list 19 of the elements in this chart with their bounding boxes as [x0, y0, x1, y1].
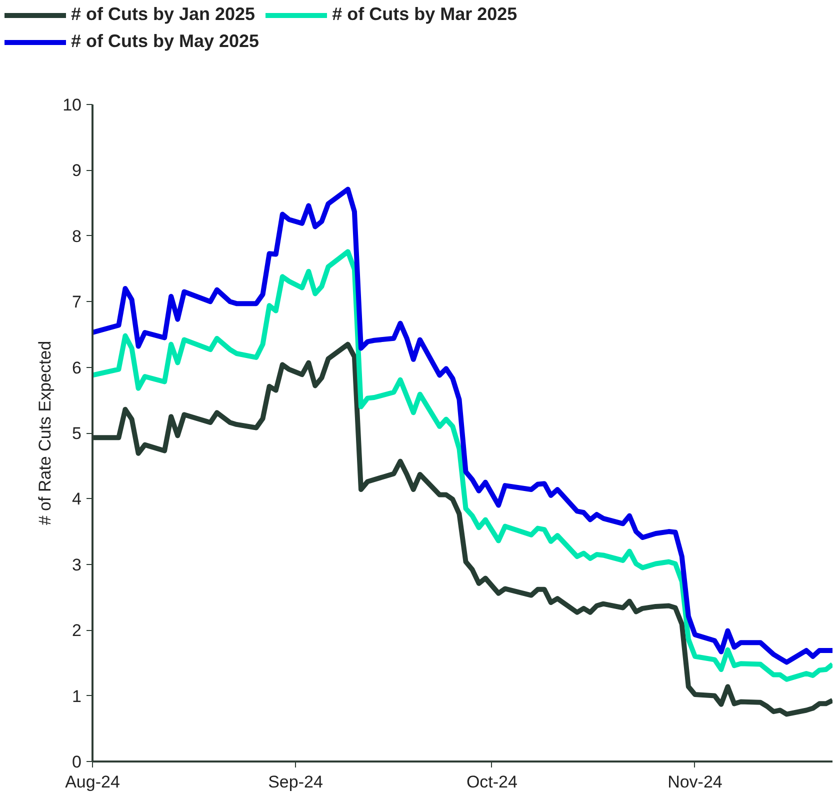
y-tick-label: 8 — [72, 226, 82, 246]
legend-label: # of Cuts by May 2025 — [71, 31, 260, 52]
x-tick-label: Nov-24 — [668, 772, 722, 792]
y-tick-label: 7 — [72, 292, 82, 312]
y-tick-label: 6 — [72, 358, 82, 378]
y-tick-label: 10 — [62, 96, 82, 114]
y-tick-label: 9 — [72, 161, 82, 180]
y-tick-label: 4 — [72, 490, 82, 509]
y-axis-title: # of Rate Cuts Expected — [36, 340, 55, 526]
y-tick-label: 1 — [72, 686, 82, 706]
y-tick-label: 0 — [72, 752, 82, 772]
y-tick-label: 2 — [72, 621, 82, 640]
y-tick-label: 5 — [72, 424, 82, 443]
x-tick-label: Oct-24 — [466, 772, 518, 792]
y-tick-label: 3 — [72, 555, 82, 574]
x-tick-label: Aug-24 — [65, 772, 120, 792]
legend-label: # of Cuts by Jan 2025 — [71, 4, 256, 25]
legend-label: # of Cuts by Mar 2025 — [332, 4, 518, 25]
x-tick-label: Sep-24 — [268, 772, 323, 792]
